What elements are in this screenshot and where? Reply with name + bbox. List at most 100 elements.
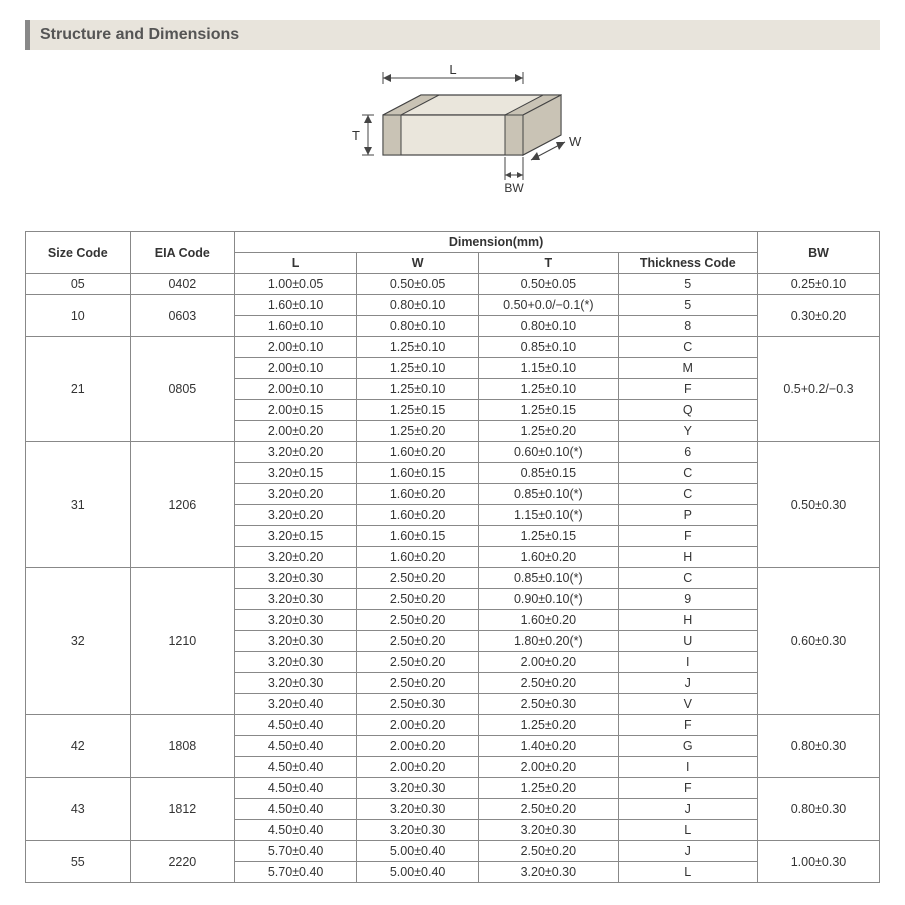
cell-W: 2.50±0.20	[357, 631, 479, 652]
cell-T: 1.25±0.20	[479, 421, 618, 442]
cell-L: 3.20±0.20	[235, 484, 357, 505]
cell-W: 0.80±0.10	[357, 316, 479, 337]
cell-T: 1.25±0.20	[479, 715, 618, 736]
cell-eia: 0603	[130, 295, 235, 337]
th-tc: Thickness Code	[618, 253, 757, 274]
cell-W: 3.20±0.30	[357, 799, 479, 820]
cell-tc: M	[618, 358, 757, 379]
cell-bw: 0.80±0.30	[757, 778, 879, 841]
cell-bw: 1.00±0.30	[757, 841, 879, 883]
cell-W: 2.50±0.20	[357, 652, 479, 673]
dimension-table: Size Code EIA Code Dimension(mm) BW L W …	[25, 231, 880, 883]
cell-size: 05	[26, 274, 131, 295]
th-dim: Dimension(mm)	[235, 232, 758, 253]
cell-W: 1.60±0.20	[357, 505, 479, 526]
cell-W: 3.20±0.30	[357, 778, 479, 799]
cell-tc: Y	[618, 421, 757, 442]
cell-tc: Q	[618, 400, 757, 421]
cell-bw: 0.5+0.2/−0.3	[757, 337, 879, 442]
cell-tc: F	[618, 379, 757, 400]
th-L: L	[235, 253, 357, 274]
cell-W: 1.25±0.10	[357, 337, 479, 358]
cell-W: 2.50±0.20	[357, 673, 479, 694]
cell-W: 5.00±0.40	[357, 841, 479, 862]
dimension-diagram: L T W BW	[25, 60, 880, 213]
cell-size: 42	[26, 715, 131, 778]
cell-size: 55	[26, 841, 131, 883]
cell-eia: 0402	[130, 274, 235, 295]
cell-L: 3.20±0.30	[235, 652, 357, 673]
cell-W: 0.50±0.05	[357, 274, 479, 295]
cell-T: 2.50±0.20	[479, 799, 618, 820]
cell-bw: 0.80±0.30	[757, 715, 879, 778]
cell-L: 5.70±0.40	[235, 841, 357, 862]
diagram-label-L: L	[449, 62, 456, 77]
diagram-label-BW: BW	[504, 181, 524, 195]
cell-T: 1.25±0.15	[479, 526, 618, 547]
diagram-label-W: W	[569, 134, 582, 149]
cell-T: 1.80±0.20(*)	[479, 631, 618, 652]
cell-L: 2.00±0.10	[235, 358, 357, 379]
cell-tc: 5	[618, 274, 757, 295]
cell-tc: H	[618, 547, 757, 568]
cell-T: 2.50±0.20	[479, 841, 618, 862]
diagram-label-T: T	[352, 128, 360, 143]
cell-W: 1.60±0.15	[357, 463, 479, 484]
cell-W: 1.25±0.20	[357, 421, 479, 442]
cell-L: 4.50±0.40	[235, 757, 357, 778]
cell-L: 2.00±0.10	[235, 379, 357, 400]
cell-size: 21	[26, 337, 131, 442]
cell-W: 1.25±0.15	[357, 400, 479, 421]
cell-W: 1.60±0.20	[357, 484, 479, 505]
cell-T: 0.50+0.0/−0.1(*)	[479, 295, 618, 316]
cell-tc: C	[618, 568, 757, 589]
cell-L: 4.50±0.40	[235, 715, 357, 736]
th-size: Size Code	[26, 232, 131, 274]
cell-eia: 2220	[130, 841, 235, 883]
cell-L: 1.00±0.05	[235, 274, 357, 295]
cell-L: 3.20±0.15	[235, 463, 357, 484]
cell-L: 3.20±0.20	[235, 505, 357, 526]
cell-T: 1.15±0.10(*)	[479, 505, 618, 526]
cell-eia: 1808	[130, 715, 235, 778]
th-eia: EIA Code	[130, 232, 235, 274]
table-row: 2108052.00±0.101.25±0.100.85±0.10C0.5+0.…	[26, 337, 880, 358]
cell-tc: I	[618, 652, 757, 673]
cell-L: 3.20±0.30	[235, 568, 357, 589]
cell-T: 2.50±0.20	[479, 673, 618, 694]
cell-W: 2.50±0.20	[357, 589, 479, 610]
cell-L: 3.20±0.30	[235, 589, 357, 610]
section-title: Structure and Dimensions	[25, 20, 880, 50]
cell-T: 0.85±0.10(*)	[479, 568, 618, 589]
cell-T: 1.60±0.20	[479, 547, 618, 568]
cell-T: 0.60±0.10(*)	[479, 442, 618, 463]
cell-L: 4.50±0.40	[235, 778, 357, 799]
table-row: 4318124.50±0.403.20±0.301.25±0.20F0.80±0…	[26, 778, 880, 799]
cell-W: 1.60±0.20	[357, 442, 479, 463]
cell-tc: F	[618, 526, 757, 547]
cell-L: 3.20±0.30	[235, 610, 357, 631]
cell-W: 2.00±0.20	[357, 715, 479, 736]
cell-L: 4.50±0.40	[235, 736, 357, 757]
cell-L: 3.20±0.15	[235, 526, 357, 547]
cell-W: 1.25±0.10	[357, 358, 479, 379]
cell-tc: C	[618, 337, 757, 358]
cell-tc: 9	[618, 589, 757, 610]
cell-L: 2.00±0.10	[235, 337, 357, 358]
cell-tc: 8	[618, 316, 757, 337]
cell-T: 2.50±0.30	[479, 694, 618, 715]
cell-size: 10	[26, 295, 131, 337]
cell-W: 2.00±0.20	[357, 757, 479, 778]
cell-tc: 5	[618, 295, 757, 316]
cell-tc: H	[618, 610, 757, 631]
cell-T: 0.85±0.10	[479, 337, 618, 358]
cell-W: 3.20±0.30	[357, 820, 479, 841]
cell-T: 0.80±0.10	[479, 316, 618, 337]
cell-W: 2.00±0.20	[357, 736, 479, 757]
cell-bw: 0.25±0.10	[757, 274, 879, 295]
cell-bw: 0.60±0.30	[757, 568, 879, 715]
table-row: 3212103.20±0.302.50±0.200.85±0.10(*)C0.6…	[26, 568, 880, 589]
cell-T: 1.60±0.20	[479, 610, 618, 631]
cell-tc: L	[618, 820, 757, 841]
cell-W: 2.50±0.20	[357, 568, 479, 589]
